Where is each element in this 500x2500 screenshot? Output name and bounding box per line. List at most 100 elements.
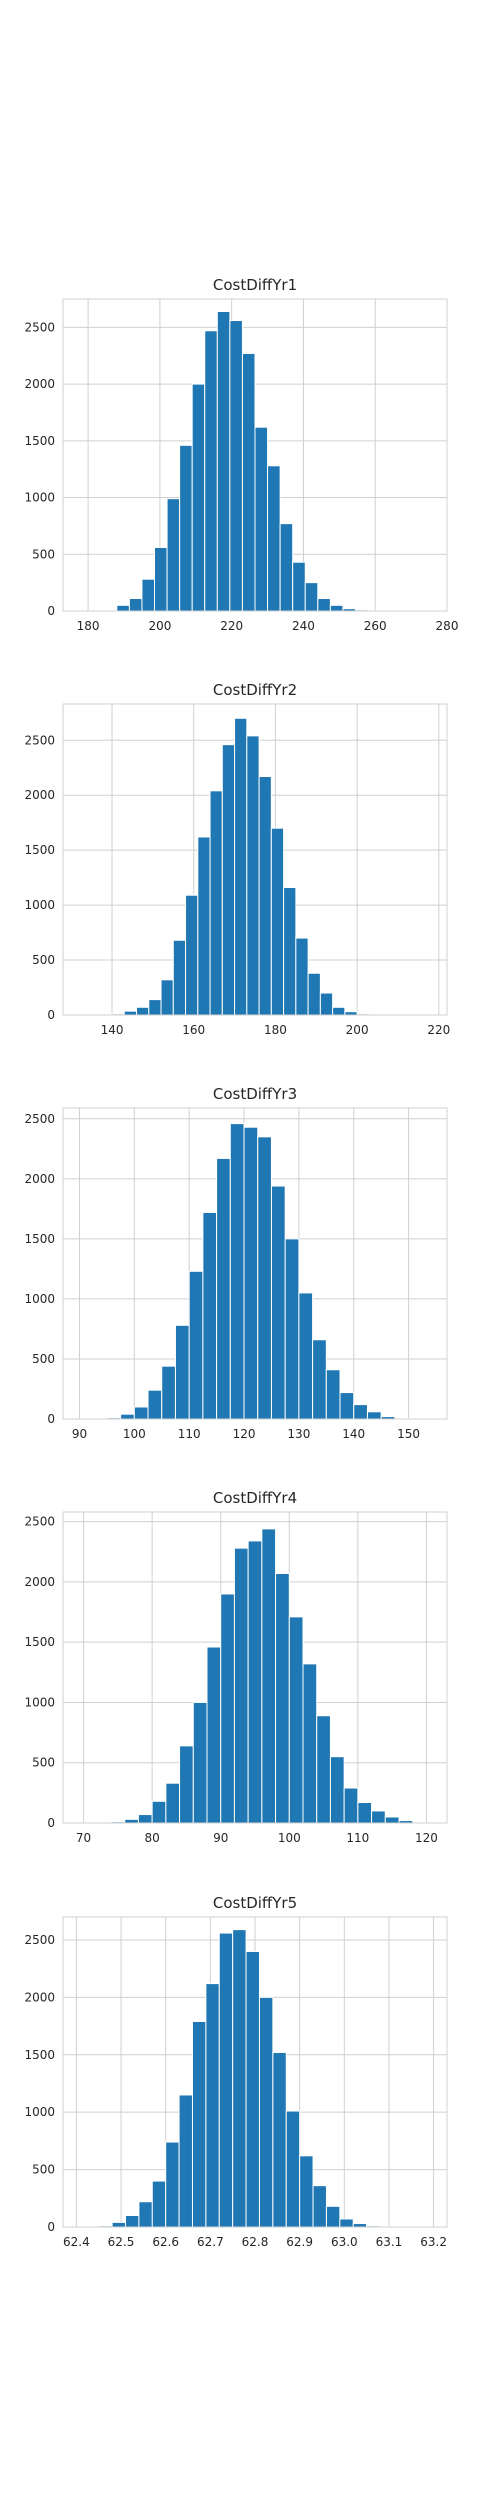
y-tick-label: 0 — [47, 604, 55, 618]
histogram-bar — [235, 718, 247, 1015]
histogram-bar — [217, 311, 230, 611]
x-tick-label: 160 — [182, 1023, 205, 1037]
histogram-bar — [259, 777, 271, 1015]
histogram-bar — [180, 445, 193, 611]
y-tick-label: 1500 — [24, 1232, 55, 1246]
x-tick-label: 110 — [178, 1427, 201, 1441]
histogram-bar — [280, 524, 293, 611]
chart-title: CostDiffYr3 — [213, 1085, 297, 1103]
x-tick-label: 140 — [342, 1427, 365, 1441]
histogram-bar — [112, 2222, 125, 2227]
histogram-bar — [358, 1803, 372, 1823]
histogram-bar — [192, 2021, 205, 2227]
x-tick-label: 80 — [145, 1831, 160, 1845]
histogram-bar — [210, 791, 222, 1015]
histogram-bar — [344, 1788, 358, 1823]
y-tick-label: 1500 — [24, 1635, 55, 1649]
x-tick-label: 62.6 — [152, 2235, 179, 2249]
y-tick-label: 1000 — [24, 2105, 55, 2119]
chart-title: CostDiffYr4 — [213, 1489, 297, 1507]
histogram-bar — [273, 2052, 286, 2227]
histogram-bar — [372, 1811, 386, 1823]
x-tick-label: 100 — [123, 1427, 146, 1441]
histogram-bar — [318, 599, 331, 611]
histogram-bar — [206, 1984, 219, 2227]
histogram-bar — [149, 1000, 161, 1015]
histogram-bar — [242, 353, 255, 611]
histogram-bar — [333, 1007, 345, 1015]
histogram-bar — [217, 1158, 231, 1419]
x-tick-label: 62.9 — [286, 2235, 313, 2249]
y-tick-label: 2000 — [24, 1172, 55, 1186]
histogram-bar — [203, 1212, 217, 1419]
histogram-bar — [317, 1716, 331, 1823]
histogram-bar — [175, 1325, 189, 1419]
histogram-bar — [271, 828, 283, 1015]
x-tick-label: 62.8 — [242, 2235, 269, 2249]
x-tick-label: 63.1 — [376, 2235, 403, 2249]
histogram-bar — [125, 1819, 139, 1823]
histogram-bar — [305, 583, 318, 611]
histogram-bar — [276, 1573, 290, 1823]
histogram-panel-1: 180 200 220 240 260 280 0 500 1000 1500 2000 2500 Co… — [24, 276, 458, 633]
histogram-bar — [161, 980, 173, 1015]
chart-title: CostDiffYr1 — [213, 276, 297, 294]
histogram-bar — [166, 2142, 179, 2227]
histogram-bar — [222, 745, 234, 1015]
histogram-bar — [271, 1186, 285, 1419]
histogram-bar — [117, 605, 130, 611]
histogram-bar — [155, 547, 168, 611]
x-tick-label: 70 — [76, 1831, 91, 1845]
x-tick-label: 62.7 — [197, 2235, 224, 2249]
histogram-bar — [126, 2216, 139, 2227]
histogram-bar — [186, 895, 198, 1015]
histogram-panel-3: 90 100 110 120 130 140 15005001000150020002500… — [24, 1085, 447, 1441]
x-tick-label: 90 — [213, 1831, 228, 1845]
histogram-bar — [244, 1127, 258, 1419]
histogram-bar — [300, 2156, 313, 2227]
y-tick-label: 500 — [32, 1352, 55, 1366]
histogram-bar — [326, 2206, 339, 2227]
x-tick-label: 140 — [101, 1023, 124, 1037]
histogram-bar — [121, 1414, 135, 1419]
histogram-bar — [326, 1370, 340, 1419]
y-tick-label: 1500 — [24, 434, 55, 448]
y-tick-label: 0 — [47, 1008, 55, 1022]
histogram-bar — [134, 1407, 148, 1419]
histogram-bar — [367, 1412, 381, 1419]
histogram-bar — [313, 1340, 327, 1419]
histogram-bar — [268, 466, 281, 611]
histogram-bar — [180, 1746, 194, 1823]
histogram-bar — [330, 605, 343, 611]
x-tick-label: 63.0 — [331, 2235, 358, 2249]
histogram-panel-4: 70 80 90 100 110 12005001000150020002500CostD… — [24, 1489, 447, 1845]
histogram-bar — [289, 1617, 303, 1823]
y-tick-label: 2000 — [24, 377, 55, 391]
histogram-bar — [173, 940, 185, 1015]
x-tick-label: 200 — [346, 1023, 369, 1037]
histogram-bar — [193, 1702, 207, 1823]
histogram-bar — [179, 2095, 192, 2227]
histogram-bar — [255, 427, 268, 611]
histogram-bar — [124, 1011, 136, 1015]
histogram-bar — [313, 2186, 326, 2227]
histogram-bar — [259, 1997, 272, 2227]
histogram-bar — [340, 1393, 354, 1419]
y-tick-label: 2500 — [24, 1112, 55, 1126]
histogram-bar — [129, 599, 142, 611]
histogram-bar — [258, 1137, 272, 1419]
y-tick-label: 2500 — [24, 1933, 55, 1947]
histogram-bar — [230, 1124, 244, 1419]
y-tick-label: 1000 — [24, 898, 55, 912]
y-tick-label: 2000 — [24, 788, 55, 802]
histogram-bar — [303, 1664, 317, 1823]
histogram-bar — [340, 2219, 353, 2227]
histogram-bar — [248, 1541, 262, 1823]
x-tick-label: 260 — [364, 619, 387, 633]
y-tick-label: 1500 — [24, 2048, 55, 2062]
histogram-bar — [230, 321, 243, 611]
x-tick-label: 62.4 — [63, 2235, 90, 2249]
histogram-bar — [219, 1933, 232, 2227]
histogram-bar — [221, 1594, 235, 1823]
x-tick-label: 120 — [233, 1427, 256, 1441]
